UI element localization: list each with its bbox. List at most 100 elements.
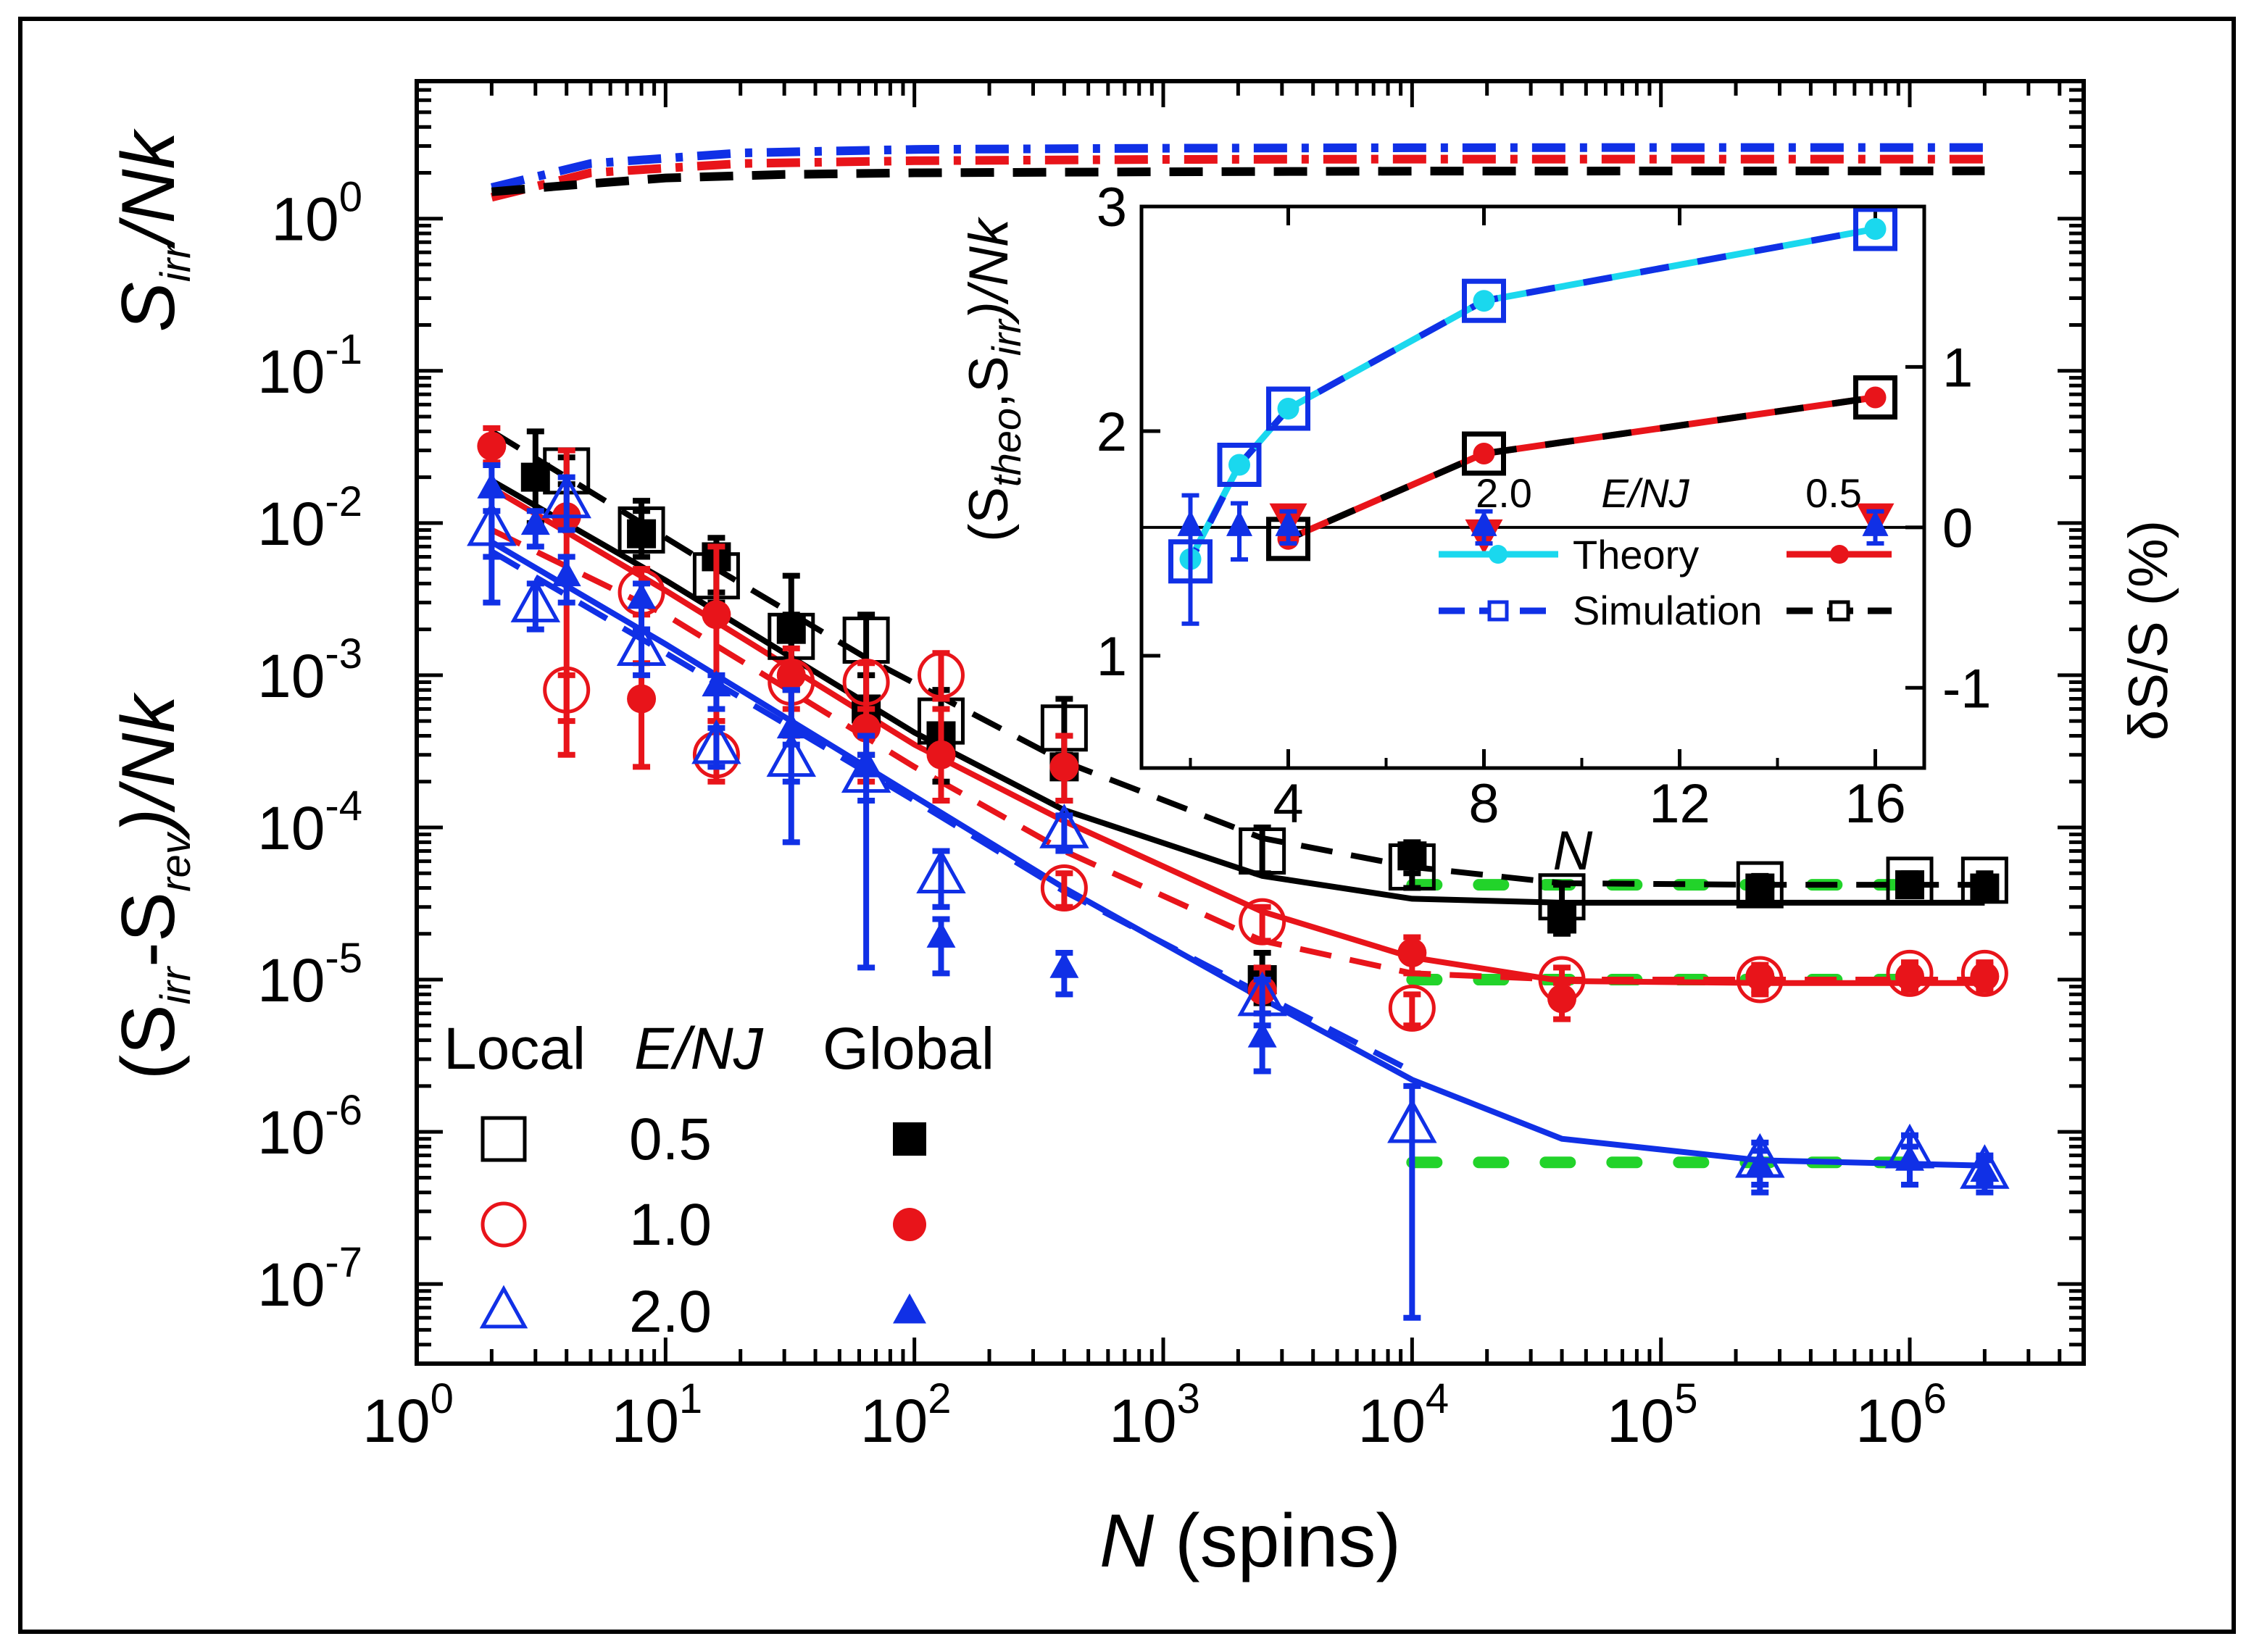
local-point: [916, 848, 966, 894]
local-point: [1388, 984, 1436, 1032]
legend-local-marker: [481, 1116, 527, 1162]
inset-legend: 2.0 E/NJ 0.5 Theory Simulation: [1439, 470, 1892, 633]
figure-frame: [18, 17, 2236, 1634]
global-point: [520, 462, 550, 492]
global-point: [1745, 1150, 1775, 1177]
global-point: [1895, 870, 1925, 900]
legend-local-marker: [479, 1285, 528, 1329]
inset-content: [1141, 206, 1924, 626]
local-point: [1039, 804, 1089, 848]
local-point: [1736, 956, 1784, 1004]
global-point: [627, 583, 657, 609]
inset-y2-tick-label: -1: [1942, 658, 1992, 719]
y-tick-label: 10-7: [257, 1239, 362, 1319]
swatch-sim-05-marker: [1829, 600, 1850, 622]
x-tick-label: 102: [860, 1375, 952, 1455]
inset-x-tick-label: 4: [1273, 773, 1303, 835]
global-point: [1547, 984, 1577, 1014]
swatch-theory-20-marker: [1489, 545, 1507, 564]
inset-x-tick-label: 16: [1845, 773, 1906, 835]
inset-y-axis-label: (Stheo,Sirr)/Nk: [958, 216, 1029, 542]
x-tick-label: 100: [362, 1375, 454, 1455]
global-point: [1895, 1144, 1925, 1171]
global-point: [702, 670, 731, 697]
legend-title-global: Global: [823, 1016, 994, 1082]
inset-theory-20-marker: [1277, 398, 1299, 420]
inset-y-tick-label: 3: [1097, 177, 1127, 238]
global-point: [627, 684, 657, 714]
global-point: [926, 740, 956, 769]
inset-sim-20-marker: [1462, 278, 1506, 323]
local-point: [842, 659, 890, 706]
global-point: [477, 431, 507, 461]
swatch-theory-05-marker: [1830, 545, 1849, 564]
local-point: [1387, 1098, 1437, 1143]
swatch-sim-20-marker: [1487, 600, 1509, 622]
main-tick-labels: 100 101 102 103 104 105 106 100 10-1 10-2 10-3 10-4…: [257, 174, 1947, 1455]
y-axis-label-top: Sirr/Nk: [107, 128, 199, 333]
inset-delta-blue-marker: [1471, 509, 1497, 536]
global-point: [1745, 961, 1775, 991]
inset-delta-blue-marker: [1275, 509, 1302, 536]
local-point: [1886, 856, 1934, 904]
inset-y2-tick-label: 0: [1942, 498, 1973, 559]
inset-y-tick-label: 1: [1097, 626, 1127, 688]
legend-global-marker: [893, 1122, 926, 1156]
global-point: [926, 921, 956, 948]
y-tick-label: 10-3: [257, 630, 362, 710]
svg-text:Sirr/Nk: Sirr/Nk: [107, 128, 199, 333]
global-point: [627, 519, 657, 548]
inset-x-tick-label: 12: [1649, 773, 1710, 835]
legend-global-marker: [893, 1293, 926, 1324]
y-tick-label: 10-1: [257, 326, 362, 406]
top-curve-2.0: [490, 143, 1985, 192]
inset-sim-20-marker: [1217, 443, 1262, 487]
inset-legend-col-20: 2.0: [1476, 470, 1532, 516]
x-tick-label: 106: [1855, 1375, 1947, 1455]
inset-plot-area: [1139, 204, 1926, 770]
inset-sim-05-marker: [1462, 431, 1506, 476]
y-tick-label: 10-6: [257, 1087, 362, 1167]
y-tick-label: 10-5: [257, 935, 362, 1014]
inset-theory-20-marker: [1228, 454, 1250, 476]
x-tick-label: 104: [1357, 1375, 1449, 1455]
global-point: [1970, 1156, 2000, 1182]
legend-label-10: 1.0: [629, 1192, 712, 1258]
inset-delta-blue-marker: [1177, 509, 1204, 536]
top-curve-1.0: [490, 154, 1985, 202]
inset-y2-tick-label: 1: [1942, 337, 1973, 399]
x-tick-label: 101: [611, 1375, 702, 1455]
x-tick-label: 105: [1607, 1375, 1698, 1455]
inset-y-tick-label: 2: [1097, 401, 1127, 463]
global-point: [1970, 873, 2000, 903]
inset-legend-swatches: [1439, 545, 1892, 622]
inset-theory-05-marker: [1864, 386, 1887, 409]
y-tick-label: 10-4: [257, 783, 362, 862]
local-point: [1040, 864, 1088, 912]
legend-title-local: Local: [444, 1016, 586, 1082]
y-tick-label: 100: [271, 174, 362, 254]
legend-label-05: 0.5: [629, 1106, 712, 1172]
inset-delta-blue-marker: [1862, 509, 1889, 536]
global-point: [1247, 1021, 1277, 1048]
inset-x-tick-label: 8: [1468, 773, 1499, 835]
global-point: [520, 509, 550, 535]
global-point: [1547, 904, 1577, 934]
global-point: [477, 472, 507, 498]
y-tick-label: 10-2: [257, 478, 362, 558]
legend-local-marker: [481, 1201, 527, 1248]
legend-title-enj: E/NJ: [634, 1016, 764, 1082]
global-point: [1970, 961, 2000, 991]
main-axis-ticks: [415, 79, 2086, 1366]
inset-theory-20-marker: [1864, 218, 1887, 240]
x-axis-label: N (spins): [1099, 1499, 1401, 1583]
dashed-fit-0.5: [490, 428, 1985, 888]
inset-legend-col-enj: E/NJ: [1601, 470, 1689, 516]
svg-text:(Stheo,Sirr)/Nk: (Stheo,Sirr)/Nk: [958, 216, 1029, 542]
inset-legend-theory: Theory: [1573, 532, 1699, 577]
inset-sim-05-line: [1286, 394, 1876, 542]
local-point: [1239, 827, 1286, 875]
inset-theory-20-marker: [1473, 290, 1495, 312]
